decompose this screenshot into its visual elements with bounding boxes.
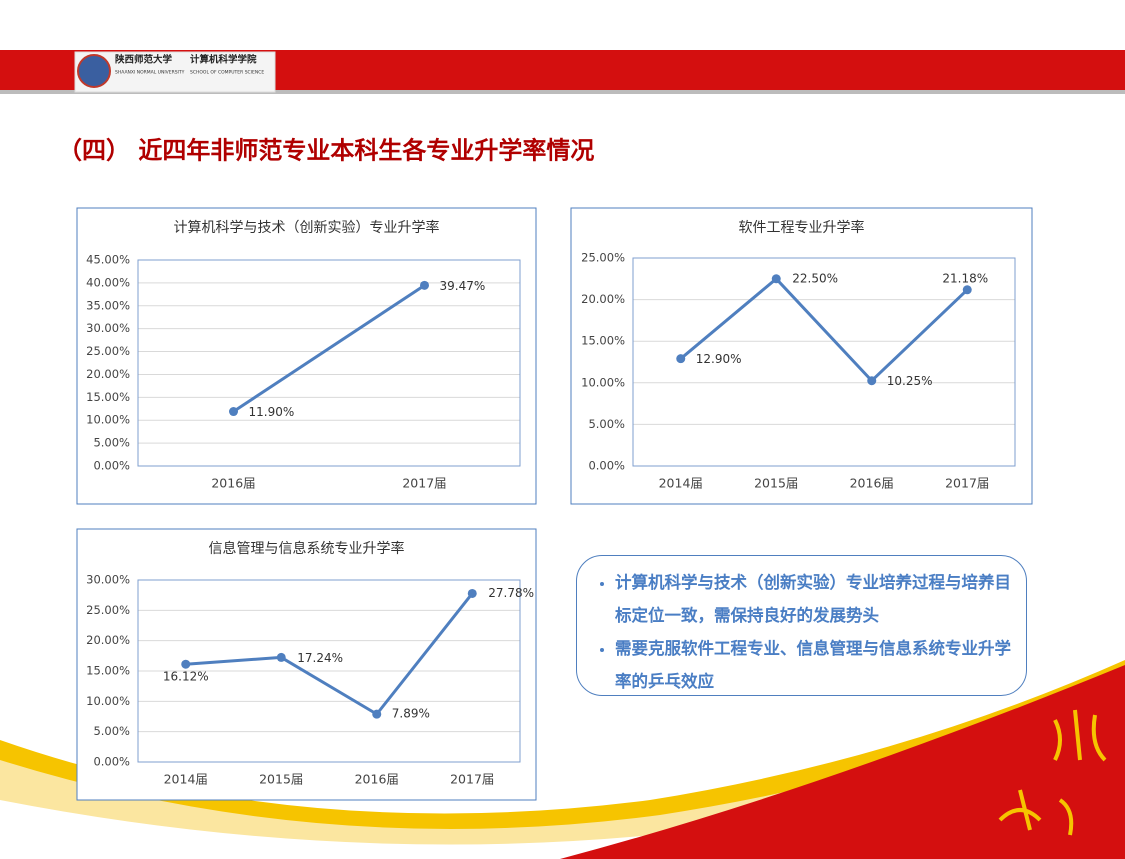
data-label: 11.90% <box>249 405 295 419</box>
y-tick-label: 15.00% <box>581 334 625 348</box>
note: 计算机科学与技术（创新实验）专业培养过程与培养目标定位一致，需保持良好的发展势头 <box>615 566 1020 632</box>
data-label: 17.24% <box>297 651 343 665</box>
y-tick-label: 5.00% <box>588 417 625 431</box>
y-tick-label: 10.00% <box>581 375 625 389</box>
data-label: 22.50% <box>792 271 838 285</box>
college-cn: 计算机科学学院 <box>190 54 257 66</box>
data-point <box>867 376 877 386</box>
x-tick-label: 2016届 <box>850 476 894 491</box>
y-tick-label: 25.00% <box>86 344 130 358</box>
y-tick-label: 25.00% <box>581 251 625 265</box>
x-tick-label: 2017届 <box>402 476 446 491</box>
data-point <box>771 274 781 284</box>
data-point <box>276 652 286 662</box>
data-point <box>181 659 191 669</box>
y-tick-label: 40.00% <box>86 275 130 289</box>
y-tick-label: 15.00% <box>86 664 130 678</box>
chart-frame <box>76 528 537 801</box>
y-tick-label: 5.00% <box>93 436 130 450</box>
slide-title: （四） 近四年非师范专业本科生各专业升学率情况 <box>58 136 594 165</box>
notes-list: 计算机科学与技术（创新实验）专业培养过程与培养目标定位一致，需保持良好的发展势头… <box>591 566 1020 698</box>
data-point <box>229 407 238 417</box>
plot-area <box>137 259 521 467</box>
note: 需要克服软件工程专业、信息管理与信息系统专业升学率的乒乓效应 <box>615 632 1020 698</box>
plot-area <box>632 257 1016 467</box>
data-label: 7.89% <box>392 707 430 721</box>
y-tick-label: 20.00% <box>86 633 130 647</box>
x-tick-label: 2015届 <box>259 772 303 787</box>
data-label: 12.90% <box>696 352 742 366</box>
x-tick-label: 2017届 <box>945 476 989 491</box>
school-en: SHAANXI NORMAL UNIVERSITY <box>115 70 185 76</box>
y-tick-label: 20.00% <box>86 367 130 381</box>
college-en: SCHOOL OF COMPUTER SCIENCE <box>190 70 264 76</box>
notes-box: 计算机科学与技术（创新实验）专业培养过程与培养目标定位一致，需保持良好的发展势头… <box>576 555 1027 696</box>
y-tick-label: 10.00% <box>86 413 130 427</box>
chart-title: 信息管理与信息系统专业升学率 <box>209 540 405 557</box>
x-tick-label: 2015届 <box>754 476 798 491</box>
series-line <box>185 592 474 716</box>
data-label: 27.78% <box>488 586 534 600</box>
y-tick-label: 30.00% <box>86 321 130 335</box>
y-tick-label: 5.00% <box>93 724 130 738</box>
y-tick-label: 25.00% <box>86 603 130 617</box>
series-line <box>679 277 969 383</box>
y-tick-label: 20.00% <box>581 292 625 306</box>
data-label: 16.12% <box>163 670 209 684</box>
chart-frame <box>76 207 537 505</box>
y-tick-label: 15.00% <box>86 390 130 404</box>
x-tick-label: 2016届 <box>355 772 399 787</box>
header-rule <box>0 90 1125 94</box>
data-label: 21.18% <box>942 271 988 285</box>
data-label: 10.25% <box>887 374 933 388</box>
chart-frame <box>570 207 1033 505</box>
data-point <box>676 354 686 364</box>
data-label: 39.47% <box>440 279 486 293</box>
plot-area <box>137 579 521 763</box>
y-tick-label: 0.00% <box>588 459 625 473</box>
y-tick-label: 0.00% <box>93 755 130 769</box>
y-tick-label: 30.00% <box>86 573 130 587</box>
y-tick-label: 10.00% <box>86 694 130 708</box>
school-cn: 陕西师范大学 <box>115 54 173 66</box>
y-tick-label: 35.00% <box>86 298 130 312</box>
decor-calligraphy <box>998 709 1107 836</box>
chart-title: 软件工程专业升学率 <box>739 219 865 236</box>
x-tick-label: 2014届 <box>164 772 208 787</box>
y-tick-label: 45.00% <box>86 253 130 267</box>
series-line <box>232 284 426 413</box>
data-point <box>467 588 477 598</box>
x-tick-label: 2016届 <box>211 476 255 491</box>
x-tick-label: 2017届 <box>450 772 494 787</box>
chart-title: 计算机科学与技术（创新实验）专业升学率 <box>174 219 440 236</box>
data-point <box>372 709 382 719</box>
decor-red <box>560 665 1125 859</box>
y-tick-label: 0.00% <box>93 459 130 473</box>
logo-emblem <box>77 54 111 88</box>
x-tick-label: 2014届 <box>659 476 703 491</box>
data-point <box>962 285 972 295</box>
data-point <box>420 280 429 290</box>
